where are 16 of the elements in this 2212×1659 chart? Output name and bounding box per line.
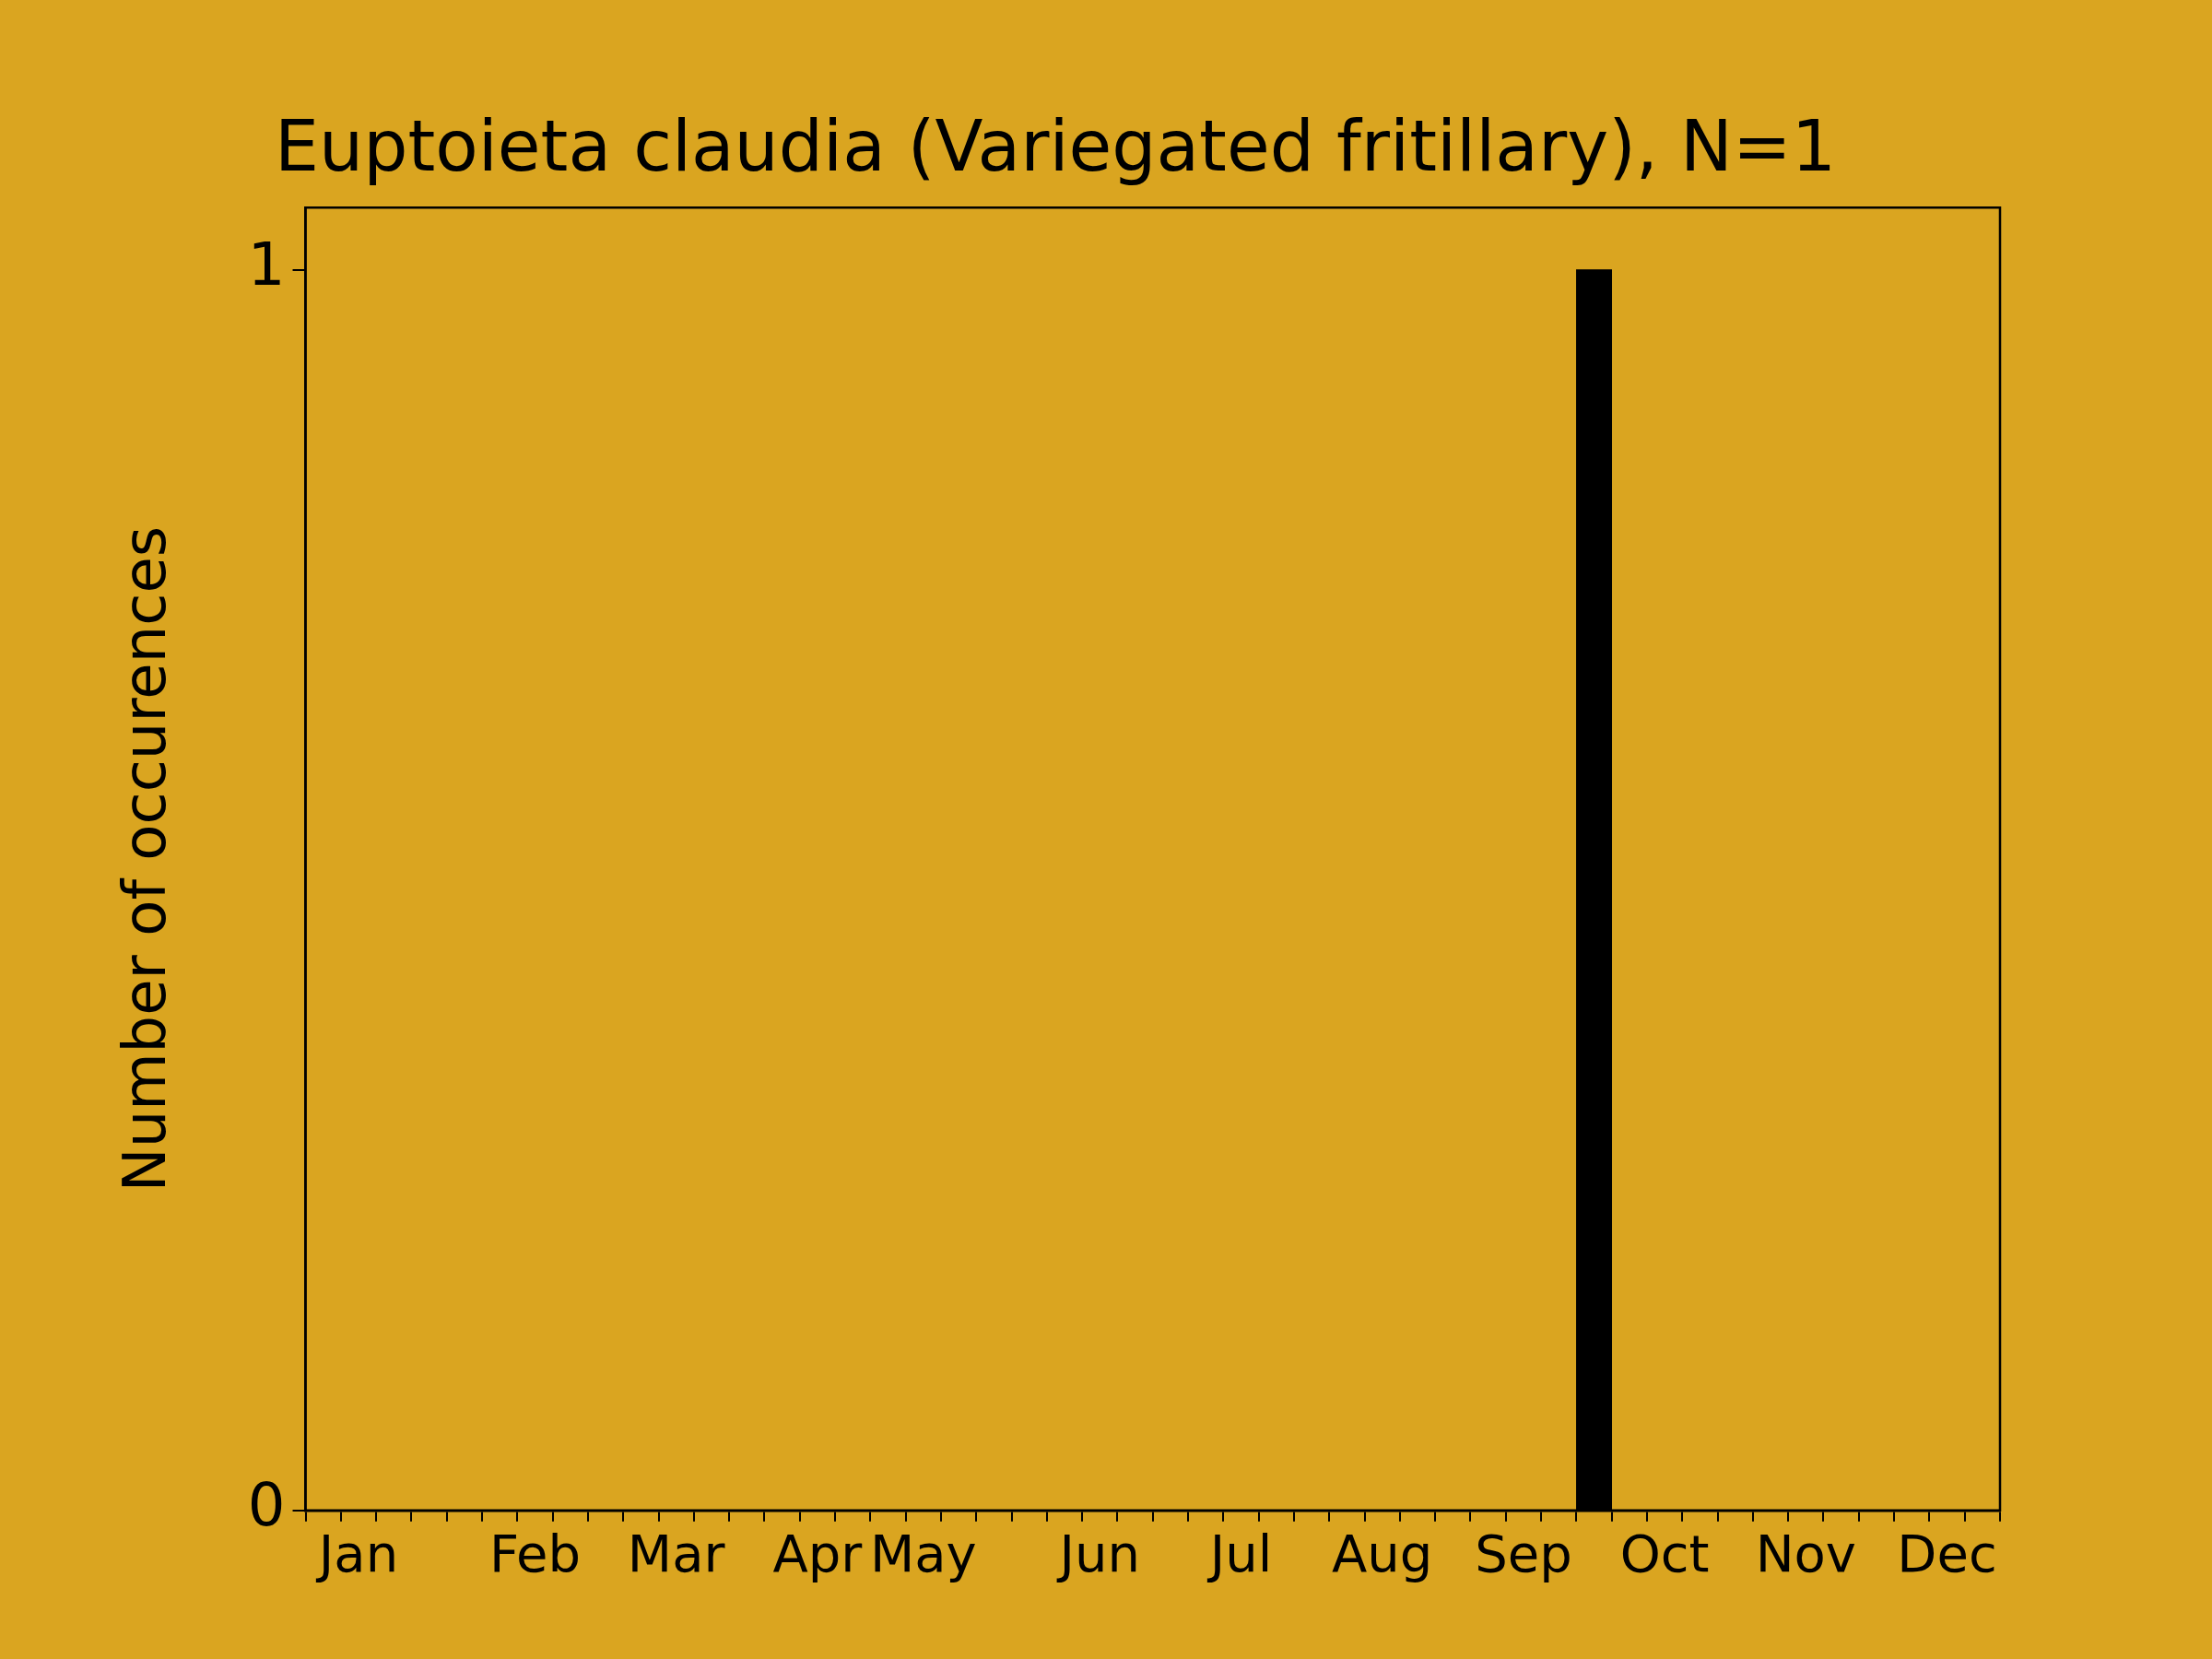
x-tick-label: Oct: [1619, 1523, 1710, 1583]
x-tick-label: May: [869, 1523, 977, 1583]
y-tick-label: 0: [247, 1471, 286, 1540]
y-axis-title: Number of occurences: [111, 525, 180, 1193]
chart-title: Euptoieta claudia (Variegated fritillary), N=1: [275, 105, 1836, 188]
x-tick-label: Jul: [1206, 1523, 1273, 1583]
x-tick-label: Jun: [1056, 1523, 1141, 1583]
y-tick-label: 1: [247, 230, 286, 300]
x-tick-label: Dec: [1897, 1523, 1997, 1583]
x-tick-label: Feb: [488, 1523, 582, 1583]
x-tick-label: Mar: [627, 1523, 726, 1583]
x-tick-label: Jan: [315, 1523, 399, 1583]
x-tick-label: Nov: [1755, 1523, 1856, 1583]
x-tick-label: Sep: [1475, 1523, 1572, 1583]
x-tick-label: Apr: [772, 1523, 864, 1583]
x-tick-label: Aug: [1332, 1523, 1433, 1583]
